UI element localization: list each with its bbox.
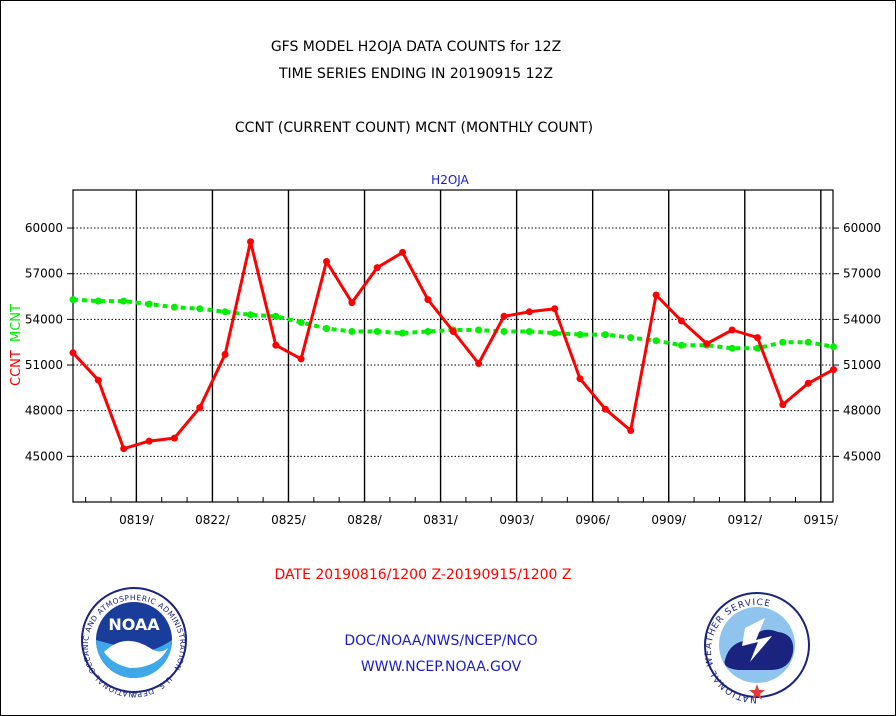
chart-title-line1: GFS MODEL H2OJA DATA COUNTS for 12Z xyxy=(271,39,561,55)
series-line-mcnt xyxy=(72,297,834,351)
y-tick-label-right: 60000 xyxy=(843,221,881,235)
data-point-mcnt xyxy=(576,331,584,339)
x-tick-label: 0831/ xyxy=(423,513,459,527)
data-point-mcnt xyxy=(69,296,77,304)
noaa-logo-text: NOAA xyxy=(108,615,160,634)
data-point-mcnt xyxy=(247,311,254,319)
data-point-mcnt xyxy=(779,338,787,346)
data-point-mcnt xyxy=(120,297,128,305)
y-axis-label-mcnt: MCNT xyxy=(9,304,24,342)
y-tick-label-left: 45000 xyxy=(25,449,63,463)
data-point-ccnt xyxy=(728,326,736,334)
y-tick-label-right: 54000 xyxy=(843,312,881,326)
data-point-ccnt xyxy=(323,258,330,265)
data-point-ccnt xyxy=(754,334,761,342)
x-tick-label: 0828/ xyxy=(347,513,383,527)
data-point-ccnt xyxy=(601,405,609,413)
y-tick-label-left: 60000 xyxy=(25,221,63,235)
x-tick-label: 0819/ xyxy=(119,513,155,527)
data-point-ccnt xyxy=(576,375,584,383)
data-point-mcnt xyxy=(804,338,812,346)
data-point-ccnt xyxy=(551,305,559,313)
data-point-ccnt xyxy=(145,437,153,445)
data-point-ccnt xyxy=(247,238,254,246)
data-point-ccnt xyxy=(424,296,432,304)
url-line: WWW.NCEP.NOAA.GOV xyxy=(361,659,522,675)
data-point-ccnt xyxy=(221,350,229,358)
date-range-label: DATE 20190816/1200 Z-20190915/1200 Z xyxy=(275,567,572,583)
data-point-mcnt xyxy=(525,328,533,335)
data-point-mcnt xyxy=(94,297,102,305)
axes: 45000 45000 48000 48000 51000 51000 54000 54000… xyxy=(25,221,881,527)
y-tick-label-left: 57000 xyxy=(25,267,63,281)
data-point-mcnt xyxy=(297,318,305,326)
data-point-mcnt xyxy=(677,341,685,349)
data-point-ccnt xyxy=(525,308,533,316)
data-point-ccnt xyxy=(399,248,407,256)
chart-title-line2: TIME SERIES ENDING IN 20190915 12Z xyxy=(278,66,553,82)
y-axis-label-ccnt: CCNT xyxy=(9,350,24,386)
data-point-mcnt xyxy=(475,326,483,334)
data-series xyxy=(69,238,837,453)
x-tick-label: 0822/ xyxy=(195,513,231,527)
data-point-ccnt xyxy=(627,427,635,434)
data-point-ccnt xyxy=(170,434,178,442)
data-point-mcnt xyxy=(170,303,178,311)
org-line: DOC/NOAA/NWS/NCEP/NCO xyxy=(344,633,537,649)
data-point-ccnt xyxy=(703,340,711,348)
chart-subtitle: CCNT (CURRENT COUNT) MCNT (MONTHLY COUNT… xyxy=(235,120,593,136)
data-point-ccnt xyxy=(196,404,204,412)
plot-label: H2OJA xyxy=(431,173,469,187)
x-tick-label: 0909/ xyxy=(651,513,687,527)
data-point-mcnt xyxy=(221,308,229,316)
data-point-ccnt xyxy=(830,366,837,374)
data-point-ccnt xyxy=(348,299,356,307)
x-tick-label: 0915/ xyxy=(804,513,840,527)
data-point-mcnt xyxy=(652,337,660,345)
data-point-mcnt xyxy=(830,343,837,351)
data-point-mcnt xyxy=(272,312,280,320)
data-point-mcnt xyxy=(323,325,330,332)
data-point-mcnt xyxy=(424,328,432,335)
data-point-ccnt xyxy=(69,349,77,357)
data-point-mcnt xyxy=(500,328,508,335)
data-point-ccnt xyxy=(449,328,457,335)
data-point-mcnt xyxy=(196,305,204,313)
data-point-ccnt xyxy=(475,360,483,367)
data-point-ccnt xyxy=(779,401,787,409)
data-point-ccnt xyxy=(272,341,280,349)
data-point-ccnt xyxy=(804,379,812,387)
data-point-mcnt xyxy=(551,329,559,337)
data-point-ccnt xyxy=(373,264,381,272)
data-point-mcnt xyxy=(627,334,635,342)
data-point-mcnt xyxy=(145,300,153,308)
y-tick-label-right: 48000 xyxy=(843,404,881,418)
y-tick-label-right: 45000 xyxy=(843,449,881,463)
data-point-ccnt xyxy=(120,445,128,453)
y-tick-label-right: 51000 xyxy=(843,358,881,372)
noaa-logo: NATIONAL OCEANIC AND ATMOSPHERIC ADMINIS… xyxy=(0,0,187,699)
data-point-ccnt xyxy=(500,312,508,320)
y-tick-label-left: 54000 xyxy=(25,312,63,326)
data-point-mcnt xyxy=(728,344,736,352)
data-point-mcnt xyxy=(601,331,609,339)
data-point-ccnt xyxy=(652,291,660,299)
data-point-mcnt xyxy=(348,328,356,335)
y-tick-label-left: 51000 xyxy=(25,358,63,372)
data-point-ccnt xyxy=(297,355,305,363)
data-point-ccnt xyxy=(677,317,685,325)
nws-logo: NATIONAL WEATHER SERVICE xyxy=(704,592,810,704)
x-tick-label: 0906/ xyxy=(575,513,611,527)
data-point-mcnt xyxy=(399,329,407,337)
y-tick-label-left: 48000 xyxy=(25,404,63,418)
x-tick-label: 0912/ xyxy=(727,513,763,527)
x-tick-label: 0903/ xyxy=(499,513,535,527)
x-tick-label: 0825/ xyxy=(271,513,307,527)
data-point-mcnt xyxy=(754,344,761,352)
data-point-mcnt xyxy=(373,328,381,335)
data-point-ccnt xyxy=(94,376,102,384)
y-tick-label-right: 57000 xyxy=(843,267,881,281)
